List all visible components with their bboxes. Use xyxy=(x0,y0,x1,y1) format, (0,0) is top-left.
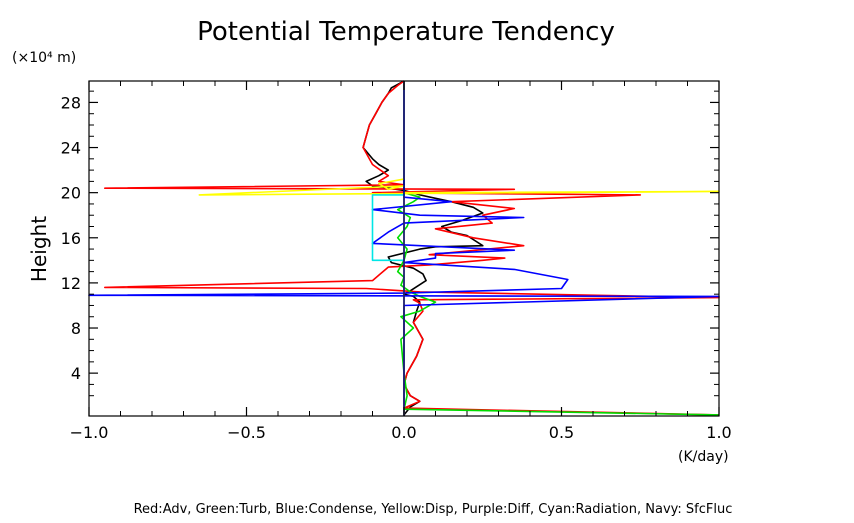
y-tick-label: 12 xyxy=(61,274,81,293)
y-axis-label: Height xyxy=(27,216,51,282)
x-tick-label: 0.5 xyxy=(549,423,574,442)
x-unit-label: (K/day) xyxy=(678,449,729,465)
x-tick-label: 0.0 xyxy=(391,423,416,442)
plot-frame xyxy=(88,80,720,417)
y-tick-label: 24 xyxy=(61,139,81,158)
x-tick-label: 1.0 xyxy=(706,423,731,442)
y-tick-label: 16 xyxy=(61,229,81,248)
series-layer xyxy=(88,80,720,416)
series-line-2 xyxy=(396,81,720,416)
x-tick-label: −0.5 xyxy=(227,423,266,442)
chart-title: Potential Temperature Tendency xyxy=(197,17,615,47)
series-line-3 xyxy=(88,81,720,415)
tick-layer: −1.0 −0.5 0.0 0.5 1.0 4 8 12 16 20 24 28 xyxy=(61,81,732,442)
y-tick-label: 8 xyxy=(71,319,81,338)
legend-text: Red:Adv, Green:Turb, Blue:Condense, Yell… xyxy=(134,502,733,517)
y-tick-label: 20 xyxy=(61,184,81,203)
x-tick-label: −1.0 xyxy=(70,423,109,442)
series-line-1 xyxy=(104,80,720,416)
y-tick-label: 28 xyxy=(61,93,81,112)
y-tick-label: 4 xyxy=(71,364,81,383)
y-unit-label: (×10⁴ m) xyxy=(12,50,76,66)
